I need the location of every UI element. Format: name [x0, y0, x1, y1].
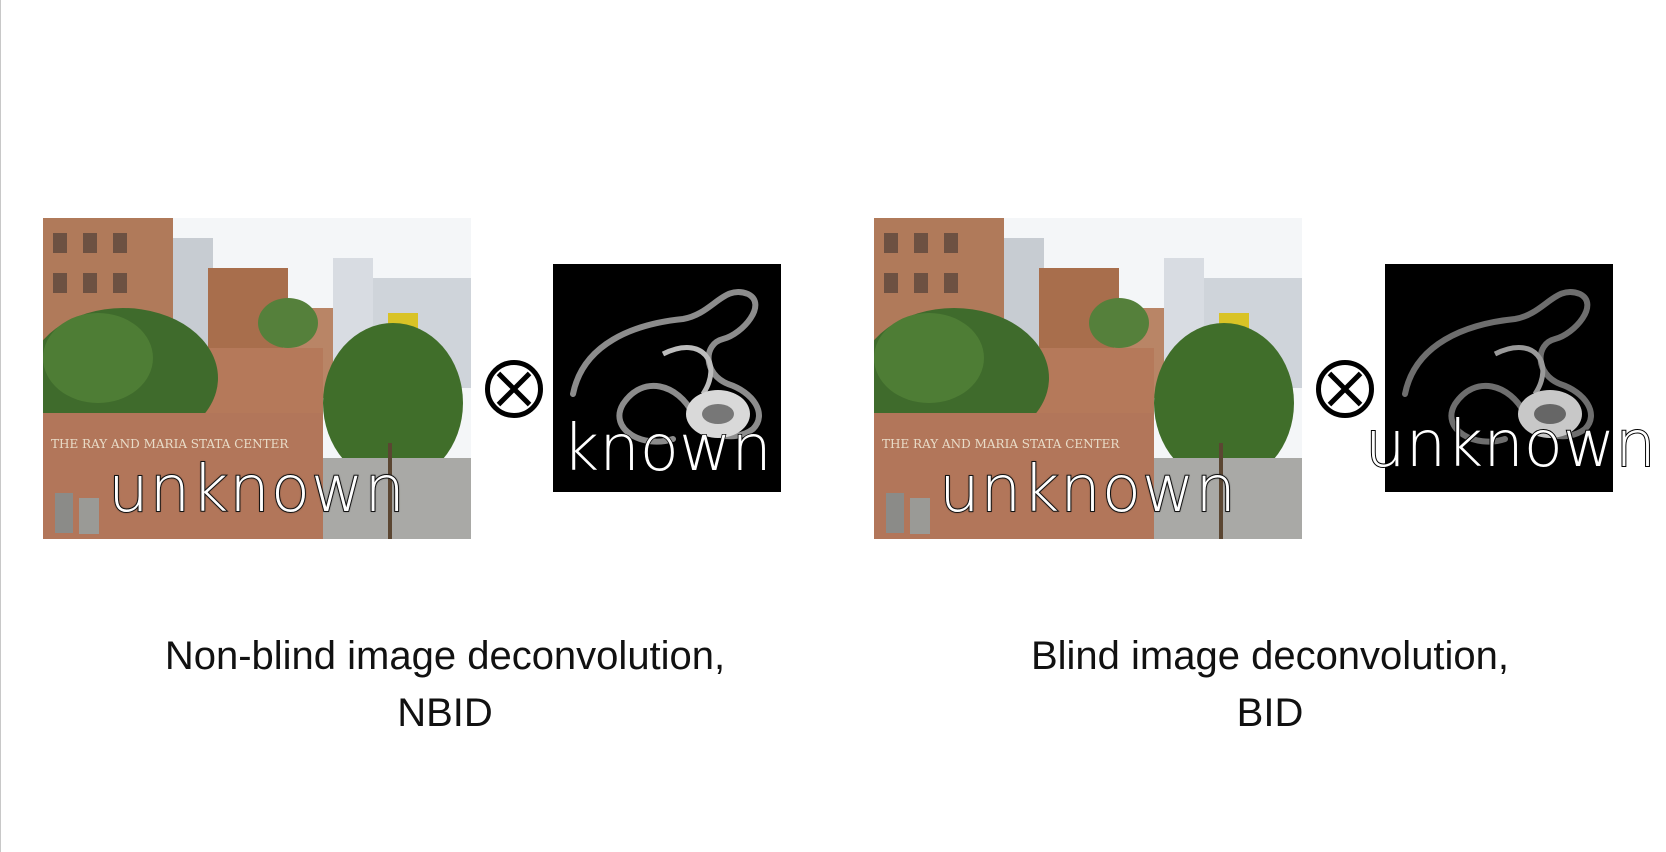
- slide-border: [0, 0, 1, 852]
- stata-center-photo: THE RAY AND MARIA STATA CENTER: [874, 218, 1302, 539]
- blurred-photo-right: THE RAY AND MARIA STATA CENTER unknown: [874, 218, 1302, 539]
- building-sign-text: THE RAY AND MARIA STATA CENTER: [51, 437, 289, 451]
- caption-abbreviation: NBID: [397, 691, 493, 735]
- stata-center-photo: THE RAY AND MARIA STATA CENTER: [43, 218, 471, 539]
- convolution-operator-icon: [1316, 360, 1374, 418]
- caption-left: Non-blind image deconvolution, NBID: [65, 628, 825, 742]
- convolution-operator-icon: [485, 360, 543, 418]
- kernel-label: unknown: [1364, 407, 1657, 483]
- caption-title: Blind image deconvolution,: [1030, 634, 1510, 678]
- blur-kernel-left: known: [553, 264, 781, 492]
- image-label: unknown: [107, 452, 406, 528]
- caption-abbreviation: BID: [1236, 691, 1304, 735]
- building-sign-text: THE RAY AND MARIA STATA CENTER: [882, 437, 1120, 451]
- image-label: unknown: [938, 452, 1237, 528]
- kernel-trajectory: [570, 289, 762, 445]
- blur-kernel-right: unknown: [1364, 264, 1657, 492]
- blurred-photo-left: THE RAY AND MARIA STATA CENTER unknown: [43, 218, 471, 539]
- kernel-label: known: [561, 411, 772, 487]
- caption-right: Blind image deconvolution, BID: [890, 628, 1650, 742]
- caption-title: Non-blind image deconvolution,: [164, 634, 726, 678]
- kernel-trajectory: [1402, 289, 1594, 445]
